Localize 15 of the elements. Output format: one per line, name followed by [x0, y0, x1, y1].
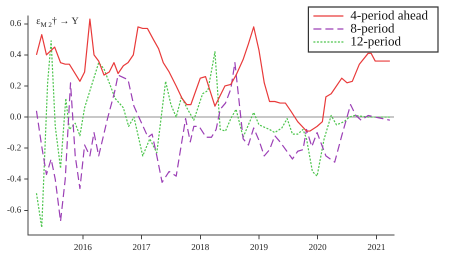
y-tick-label: -0.2 [6, 142, 22, 152]
legend-label: 4-period ahead [350, 7, 428, 22]
x-tick-label: 2019 [250, 242, 268, 252]
y-tick-label: 0.0 [10, 111, 22, 122]
y-tick-label: -0.6 [6, 204, 22, 215]
y-tick-label: 0.2 [10, 80, 22, 90]
x-tick-label: 2016 [74, 242, 92, 252]
y-tick-label: 0.6 [10, 18, 22, 28]
y-tick-label: 0.4 [10, 49, 22, 60]
line-series [36, 62, 390, 222]
y-tick-label: -0.4 [6, 174, 22, 184]
x-tick-label: 2021 [367, 242, 386, 252]
x-tick-label: 2017 [132, 242, 152, 252]
x-tick-label: 2020 [308, 242, 328, 252]
x-tick-label: 2018 [191, 242, 210, 252]
